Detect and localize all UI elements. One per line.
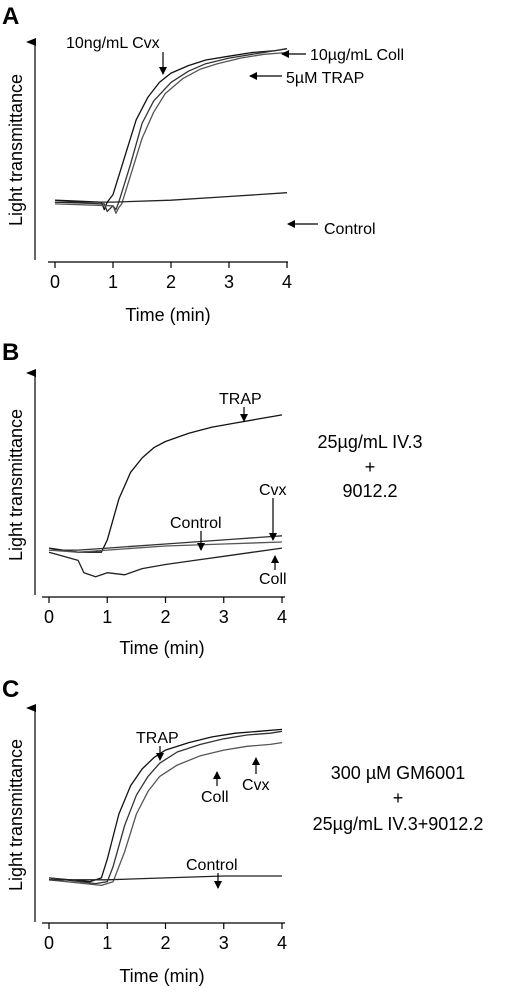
panel-c-annot-cvx: Cvx [242,777,270,794]
panel-a-x-tick-label: 0 [50,272,60,292]
panel-b-x-ticks: 0 1 2 3 4 [44,597,287,627]
panel-c-x-tick-label: 0 [44,933,54,953]
panel-b-series [48,414,283,578]
panel-a-series-line [54,48,288,213]
panel-c-x-axis-title: Time (min) [119,966,204,986]
panel-b-y-axis-title: Light transmittance [6,409,26,561]
panel-b-letter: B [2,339,19,366]
panel-a-x-tick-label: 1 [108,272,118,292]
panel-b-series-line [48,541,283,553]
panel-a-x-tick-label: 2 [166,272,176,292]
panel-a-series-line [54,51,288,214]
panel-a-series [54,48,288,214]
panel-a-x-axis-title: Time (min) [125,305,210,325]
panel-b-x-tick-label: 1 [102,607,112,627]
panel-b-side-note: 25µg/mL IV.3 + 9012.2 [317,432,422,501]
panel-c-side-note: 300 µM GM6001 + 25µg/mL IV.3+9012.2 [313,763,484,834]
panel-b-x-tick-label: 0 [44,607,54,627]
panel-a-annot-cvx: 10ng/mL Cvx [66,35,160,52]
panel-b: B Light transmittance Time (min) 0 1 2 3 4 T… [2,339,423,658]
panel-c: C Light transmittance Time (min) 0 1 2 3 4 T… [2,676,483,986]
panel-b-note-line-2: + [365,457,376,477]
panel-c-series [48,728,283,887]
panel-a-letter: A [2,3,19,30]
panel-a-annot-control: Control [324,221,376,238]
panel-c-x-tick-label: 3 [219,933,229,953]
panel-b-series-line [49,535,283,551]
panel-b-x-tick-label: 3 [219,607,229,627]
panel-c-annot-trap: TRAP [136,730,179,747]
panel-a-series-line [55,192,288,203]
panel-b-annot-cvx: Cvx [259,482,287,499]
panel-b-annot-coll: Coll [259,571,287,588]
panel-a-x-ticks: 0 1 2 3 4 [50,262,292,292]
panel-a-annotations: 10ng/mL Cvx 10µg/mL Coll 5µM TRAP Contro… [66,35,404,238]
panel-a-series-line [54,48,288,211]
panel-c-note-line-3: 25µg/mL IV.3+9012.2 [313,814,484,834]
panel-c-letter: C [2,676,19,703]
panel-a-x-tick-label: 4 [282,272,292,292]
panel-a-y-axis-title: Light transmittance [6,74,26,226]
panel-b-series-line [48,547,283,578]
panel-c-annot-coll: Coll [201,789,229,806]
panel-b-x-tick-label: 2 [160,607,170,627]
panel-c-series-line [49,875,282,881]
panel-c-series-line [48,741,283,887]
panel-b-annot-control: Control [170,515,222,532]
panel-c-annotations: TRAP Coll Cvx Control [136,730,270,889]
panel-b-annot-trap: TRAP [219,391,262,408]
panel-c-note-line-1: 300 µM GM6001 [331,763,465,783]
panel-b-series-line [48,414,283,553]
panel-a: A Light transmittance Time (min) 0 1 2 3 4 1… [2,3,404,325]
panel-c-series-line [48,730,283,885]
panel-c-annot-control: Control [186,857,238,874]
panel-c-x-tick-label: 4 [277,933,287,953]
panel-b-note-line-3: 9012.2 [342,481,397,501]
panel-a-x-tick-label: 3 [224,272,234,292]
panel-b-x-axis-title: Time (min) [119,638,204,658]
panel-c-note-line-2: + [393,788,404,808]
panel-a-annot-trap: 5µM TRAP [286,70,364,87]
panel-c-x-tick-label: 1 [102,933,112,953]
panel-b-annotations: TRAP Control Cvx Coll [170,391,287,588]
panel-c-x-ticks: 0 1 2 3 4 [44,923,287,953]
panel-a-annot-coll: 10µg/mL Coll [310,47,404,64]
panel-c-y-axis-title: Light transmittance [6,739,26,891]
panel-c-series-line [48,728,283,883]
panel-b-x-tick-label: 4 [277,607,287,627]
panel-c-x-tick-label: 2 [160,933,170,953]
panel-b-note-line-1: 25µg/mL IV.3 [317,432,422,452]
